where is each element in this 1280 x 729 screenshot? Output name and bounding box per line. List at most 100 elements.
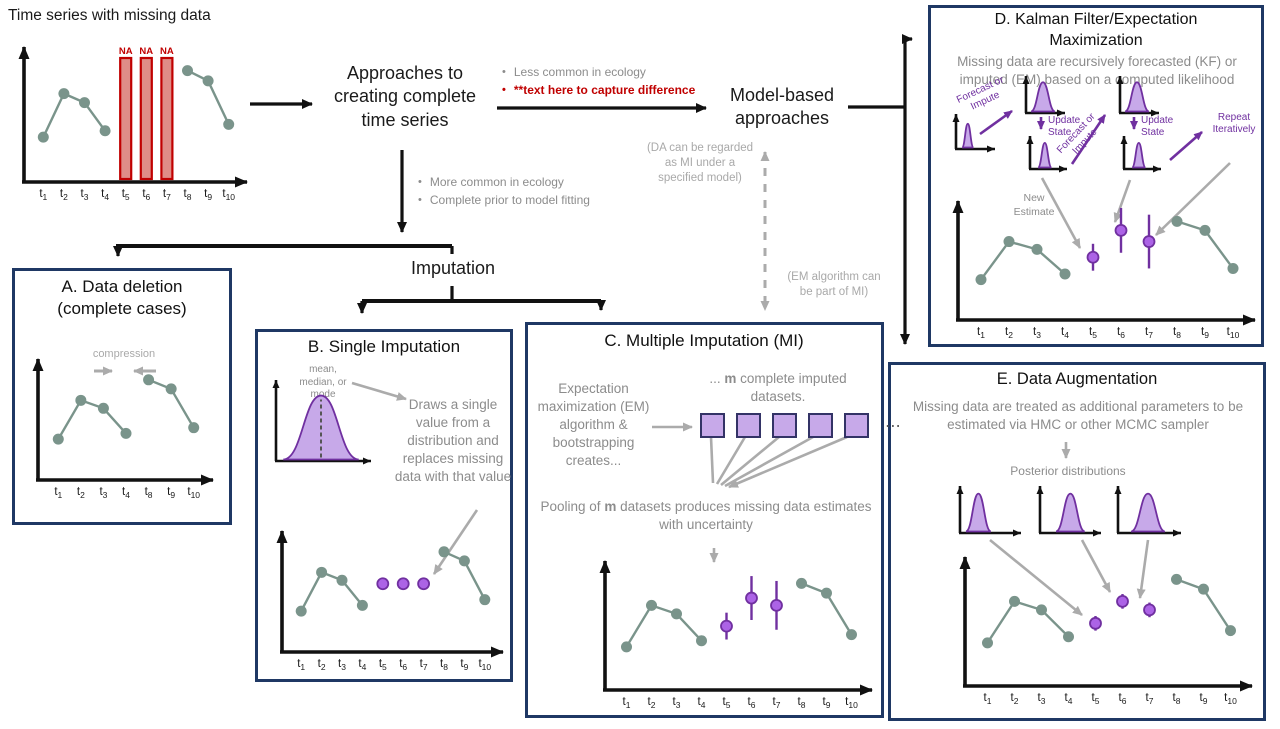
panel-multiple-imputation [525,322,884,718]
svg-text:t2: t2 [77,486,85,500]
update-label-1: Update State [1048,115,1081,138]
svg-text:t1: t1 [297,658,305,672]
source-timeseries-chart: NA NA NA t1 t2 t3 t4 t5 t6 t7 t8 t9 t10 [4,36,252,204]
svg-text:t2: t2 [1011,692,1019,706]
bullet-icon: • [502,84,506,96]
fan-line-4 [724,435,814,488]
node-imputation: Imputation [410,258,496,278]
svg-text:t10: t10 [478,658,491,672]
svg-text:t3: t3 [1038,692,1046,706]
box-c-title: C. Multiple Imputation (MI) [604,331,804,350]
imputed-dataset-squares: ⋯ [700,413,902,438]
kf-state-dist-1 [946,110,998,156]
svg-text:t8: t8 [798,696,806,710]
svg-text:t6: t6 [142,188,150,202]
panel-kalman-filter [928,5,1264,347]
fan-line-2 [715,436,747,485]
svg-text:t8: t8 [145,486,153,500]
posterior-dist-3 [1108,482,1184,540]
svg-text:t6: t6 [748,696,756,710]
da-arrow-2 [1080,539,1112,593]
bullet-icon: • [418,194,422,206]
svg-text:t10: t10 [1227,326,1240,340]
svg-text:t4: t4 [698,696,706,710]
svg-text:t7: t7 [773,696,781,710]
deletion-timeseries-chart: t1 t2 t3 t4 t8 t9 t10 [18,348,218,502]
da-note: (DA can be regarded as MI under a specif… [646,142,754,184]
panel-single-imputation [255,329,513,682]
svg-text:t8: t8 [1173,326,1181,340]
svg-text:NA: NA [139,46,153,57]
svg-text:t9: t9 [204,188,212,202]
single-distribution-plot [266,376,374,468]
svg-text:t3: t3 [99,486,107,500]
dataset-square [772,413,797,438]
svg-text:t3: t3 [1033,326,1041,340]
svg-text:t3: t3 [338,658,346,672]
panel-data-deletion [12,268,232,525]
svg-text:t3: t3 [81,188,89,202]
svg-text:t7: t7 [1146,692,1154,706]
svg-text:t6: t6 [1117,326,1125,340]
svg-text:t2: t2 [648,696,656,710]
bullet-icon: • [418,176,422,188]
ellipsis-icon: ⋯ [885,417,902,435]
svg-text:t7: t7 [1145,326,1153,340]
svg-text:t9: t9 [1200,692,1208,706]
multiple-timeseries-chart: t1 t2 t3 t4 t5 t6 t7 t8 t9 t10 [585,550,877,712]
svg-text:t2: t2 [60,188,68,202]
svg-text:t5: t5 [1092,692,1100,706]
em-note: (EM algorithm can be part of MI) [787,271,881,298]
svg-text:t1: t1 [54,486,62,500]
kf-forecast-dist-2 [1110,72,1162,120]
svg-text:t7: t7 [420,658,428,672]
flow-arrows [113,34,913,345]
node-model-based: Model-based approaches [729,85,835,129]
arrow-to-box-d [902,34,913,107]
svg-text:t2: t2 [318,658,326,672]
kf-forecast-dist-1 [1016,72,1068,120]
kf-gray-arrow-3 [1155,162,1231,236]
update-label-2: Update State [1141,115,1174,138]
svg-text:t8: t8 [1173,692,1181,706]
repeat-arrow [1169,131,1203,161]
svg-text:t9: t9 [823,696,831,710]
arrow-distlabel-to-text [351,381,407,401]
kf-updated-dist-1 [1020,132,1070,176]
posterior-label: Posterior distributions [1010,464,1126,478]
box-b-title: B. Single Imputation [307,337,461,356]
svg-text:t3: t3 [673,696,681,710]
kf-updated-dist-2 [1114,132,1164,176]
panel-data-augmentation [888,362,1266,721]
svg-text:t10: t10 [222,188,235,202]
fan-line-3 [720,435,780,487]
purple-arrows [979,109,1203,165]
forecast-arrow-1 [979,109,1013,136]
posterior-dist-2 [1030,482,1104,540]
single-timeseries-chart: t1 t2 t3 t4 t5 t6 t7 t8 t9 t10 [262,520,508,674]
dataset-square [808,413,833,438]
svg-text:t10: t10 [187,486,200,500]
svg-text:t6: t6 [399,658,407,672]
svg-text:t5: t5 [122,188,130,202]
svg-text:t4: t4 [1065,692,1073,706]
svg-text:t9: t9 [1201,326,1209,340]
forecast-arrow-2 [1070,114,1107,165]
dataset-square [844,413,869,438]
svg-text:t2: t2 [1005,326,1013,340]
svg-text:t4: t4 [1061,326,1069,340]
kf-gray-arrow-1 [1040,177,1082,249]
box-d-title: D. Kalman Filter/Expectation Maximizatio… [994,11,1198,49]
kalman-timeseries-chart: t1 t2 t3 t4 t5 t6 t7 t8 t9 t10 [938,190,1260,342]
posterior-dist-1 [950,482,1024,540]
fan-line-5 [728,435,848,489]
svg-text:t4: t4 [358,658,366,672]
da-arrow-3 [1136,539,1150,599]
node-approaches: Approaches to creating complete time ser… [333,63,477,130]
em-bootstrapping-text: Expectation maximization (EM) algorithm … [537,381,650,468]
svg-text:t1: t1 [39,188,47,202]
bullet-capture-difference: • **text here to capture difference [502,83,696,97]
da-arrow-1 [989,538,1083,617]
